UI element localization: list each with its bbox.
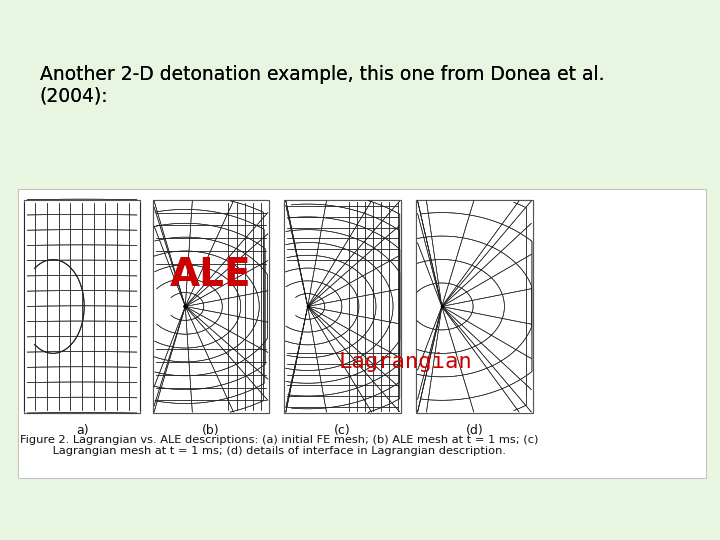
FancyBboxPatch shape bbox=[416, 200, 533, 413]
FancyBboxPatch shape bbox=[284, 200, 401, 413]
FancyBboxPatch shape bbox=[284, 200, 401, 413]
FancyBboxPatch shape bbox=[153, 200, 269, 413]
FancyBboxPatch shape bbox=[24, 200, 140, 413]
Text: Another 2-D detonation example, this one from Donea et al.
(2004):: Another 2-D detonation example, this one… bbox=[40, 65, 604, 106]
FancyBboxPatch shape bbox=[18, 189, 706, 478]
FancyBboxPatch shape bbox=[24, 200, 140, 413]
Text: (c): (c) bbox=[334, 424, 351, 437]
Text: ALE: ALE bbox=[170, 256, 252, 294]
Text: Lagrangian: Lagrangian bbox=[338, 352, 472, 372]
Text: Figure 2. Lagrangian vs. ALE descriptions: (a) initial FE mesh; (b) ALE mesh at : Figure 2. Lagrangian vs. ALE description… bbox=[20, 435, 539, 456]
Text: a): a) bbox=[76, 424, 89, 437]
FancyBboxPatch shape bbox=[416, 200, 533, 413]
FancyBboxPatch shape bbox=[153, 200, 269, 413]
Text: (d): (d) bbox=[466, 424, 483, 437]
Text: (b): (b) bbox=[202, 424, 220, 437]
Text: Another 2-D detonation example, this one from Donea et al.
(2004):: Another 2-D detonation example, this one… bbox=[40, 65, 604, 106]
